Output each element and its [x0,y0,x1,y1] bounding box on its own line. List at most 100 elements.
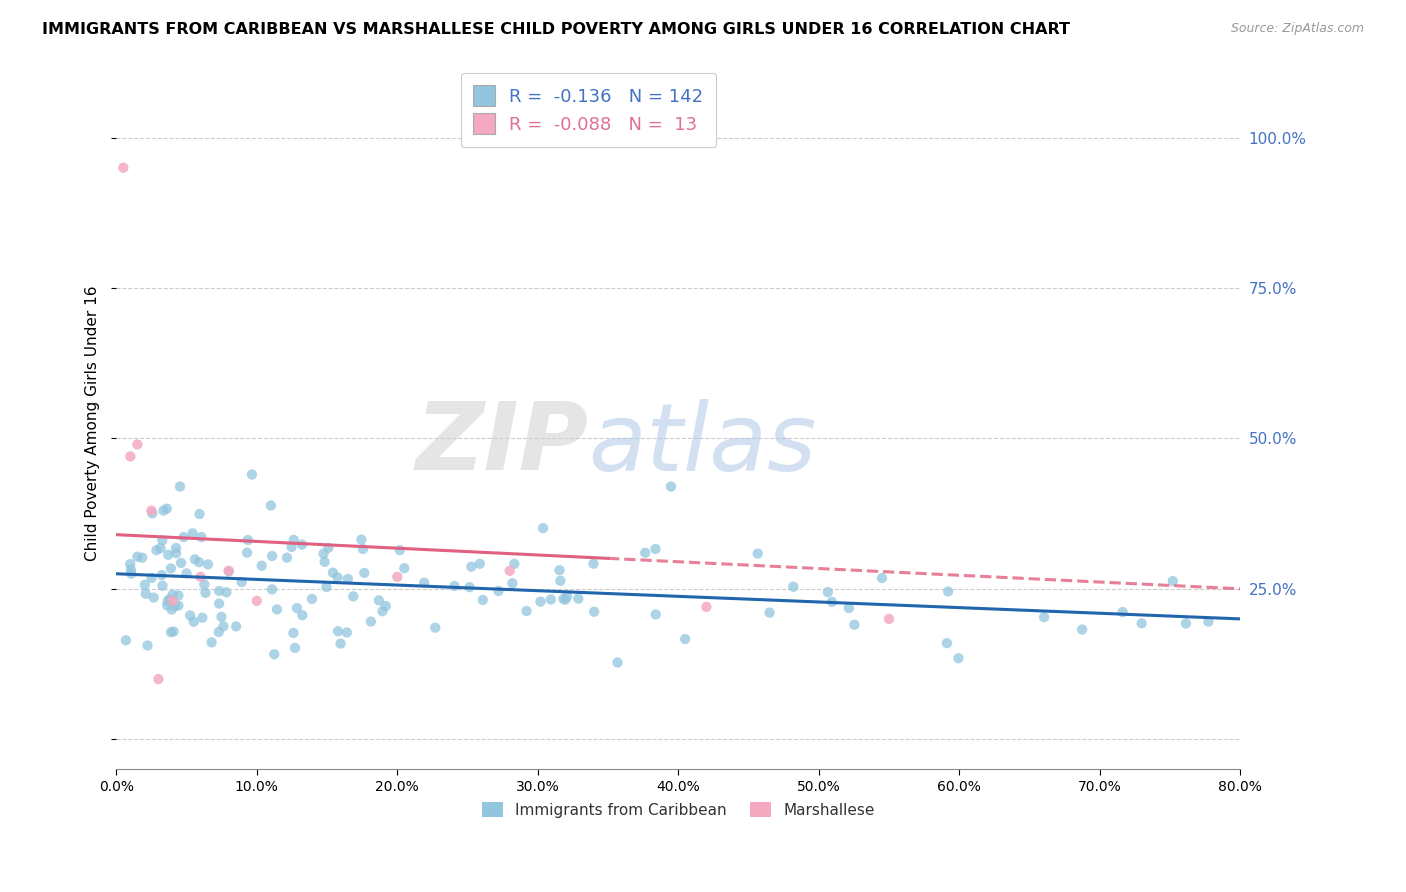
Point [817,585,839,599]
Point [326,570,349,584]
Point [120,557,142,571]
Point [148,672,170,686]
Text: atlas: atlas [588,399,817,490]
Point [188,555,211,569]
Point [246,594,269,608]
Point [350,533,373,547]
Point [120,563,142,577]
Point [215,585,238,599]
Point [782,580,804,594]
Point [503,557,526,571]
Point [208,624,231,639]
Point [276,550,298,565]
Point [240,467,263,482]
Point [141,503,163,517]
Point [387,570,409,584]
Point [169,479,191,493]
Point [163,599,186,613]
Point [659,479,682,493]
Point [266,602,288,616]
Point [1130,616,1153,631]
Point [388,543,411,558]
Point [443,579,465,593]
Point [263,647,285,661]
Point [162,624,184,639]
Point [471,593,494,607]
Point [529,595,551,609]
Point [283,626,305,640]
Point [673,632,696,646]
Point [152,503,174,517]
Point [583,605,606,619]
Point [329,636,352,650]
Point [183,615,205,629]
Point [488,584,510,599]
Point [120,566,142,581]
Point [165,546,187,560]
Point [1071,623,1094,637]
Point [250,558,273,573]
Point [141,571,163,585]
Point [336,625,359,640]
Point [460,559,482,574]
Point [184,552,207,566]
Point [567,591,589,606]
Point [413,575,436,590]
Point [150,568,173,582]
Point [193,577,215,591]
Point [935,636,957,650]
Point [160,561,183,575]
Point [141,506,163,520]
Point [170,556,193,570]
Point [190,530,212,544]
Point [1111,605,1133,619]
Point [134,578,156,592]
Point [582,557,605,571]
Point [218,564,240,578]
Point [371,604,394,618]
Point [322,566,344,580]
Point [200,635,222,649]
Point [127,437,149,451]
Point [844,617,866,632]
Point [145,543,167,558]
Point [501,576,523,591]
Point [231,575,253,590]
Point [821,595,844,609]
Point [112,161,135,175]
Point [548,563,571,577]
Point [149,541,172,556]
Text: Source: ZipAtlas.com: Source: ZipAtlas.com [1230,22,1364,36]
Point [870,571,893,585]
Point [644,541,666,556]
Legend: Immigrants from Caribbean, Marshallese: Immigrants from Caribbean, Marshallese [475,796,882,824]
Point [468,557,491,571]
Point [352,541,374,556]
Point [160,625,183,640]
Point [127,549,149,564]
Point [336,572,359,586]
Point [197,558,219,572]
Point [162,588,184,602]
Y-axis label: Child Poverty Among Girls Under 16: Child Poverty Among Girls Under 16 [86,285,100,561]
Point [838,601,860,615]
Point [374,599,396,613]
Point [260,582,283,597]
Point [877,612,900,626]
Point [1197,615,1219,629]
Point [554,592,576,607]
Point [115,633,138,648]
Point [181,526,204,541]
Point [260,499,283,513]
Point [606,656,628,670]
Point [212,619,235,633]
Point [515,604,537,618]
Point [425,621,447,635]
Point [176,566,198,581]
Point [314,555,336,569]
Point [165,541,187,555]
Point [531,521,554,535]
Point [1161,574,1184,588]
Point [342,590,364,604]
Point [136,639,159,653]
